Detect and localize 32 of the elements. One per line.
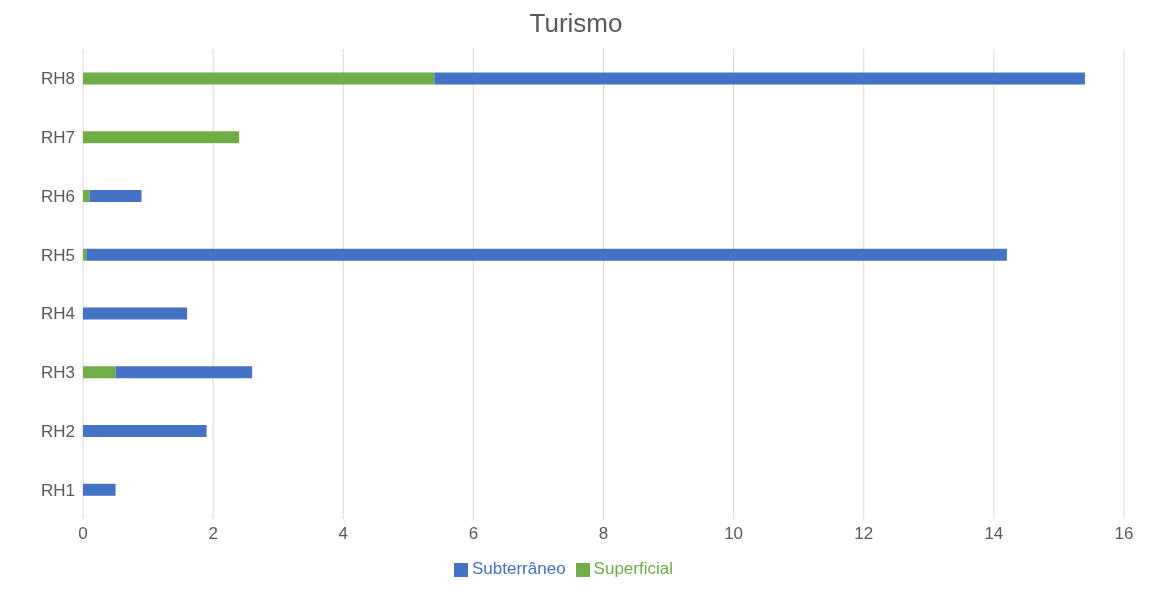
bar [115, 366, 253, 379]
bar [89, 190, 142, 202]
bar [83, 248, 87, 261]
bar [83, 307, 188, 320]
legend-label: Subterrâneo [472, 559, 566, 578]
y-tick-label: RH7 [40, 128, 75, 148]
bar [83, 366, 116, 379]
bar [83, 131, 240, 144]
bar [83, 425, 207, 437]
y-tick-label: RH8 [40, 69, 75, 89]
x-tick-label: 4 [338, 524, 348, 544]
bar [83, 483, 116, 496]
x-tick-label: 16 [1114, 524, 1134, 544]
x-tick-label: 2 [208, 524, 218, 544]
x-tick-label: 14 [984, 524, 1004, 544]
x-tick-label: 8 [598, 524, 609, 544]
y-tick-label: RH2 [40, 421, 75, 441]
y-tick-label: RH3 [40, 363, 75, 383]
y-tick-label: RH6 [40, 186, 75, 206]
y-tick-label: RH5 [40, 245, 75, 265]
x-tick-label: 6 [468, 524, 479, 544]
y-tick-label: RH1 [40, 480, 75, 500]
bar [83, 72, 435, 85]
bar [434, 72, 1085, 85]
x-tick-label: 0 [78, 524, 88, 544]
bar [83, 190, 90, 202]
legend-label: Superficial [593, 559, 673, 578]
x-tick-label: 12 [854, 524, 874, 544]
bar [86, 248, 1007, 261]
x-tick-label: 10 [724, 524, 744, 544]
chart-title: Turismo [528, 8, 624, 39]
y-tick-label: RH4 [40, 304, 75, 324]
